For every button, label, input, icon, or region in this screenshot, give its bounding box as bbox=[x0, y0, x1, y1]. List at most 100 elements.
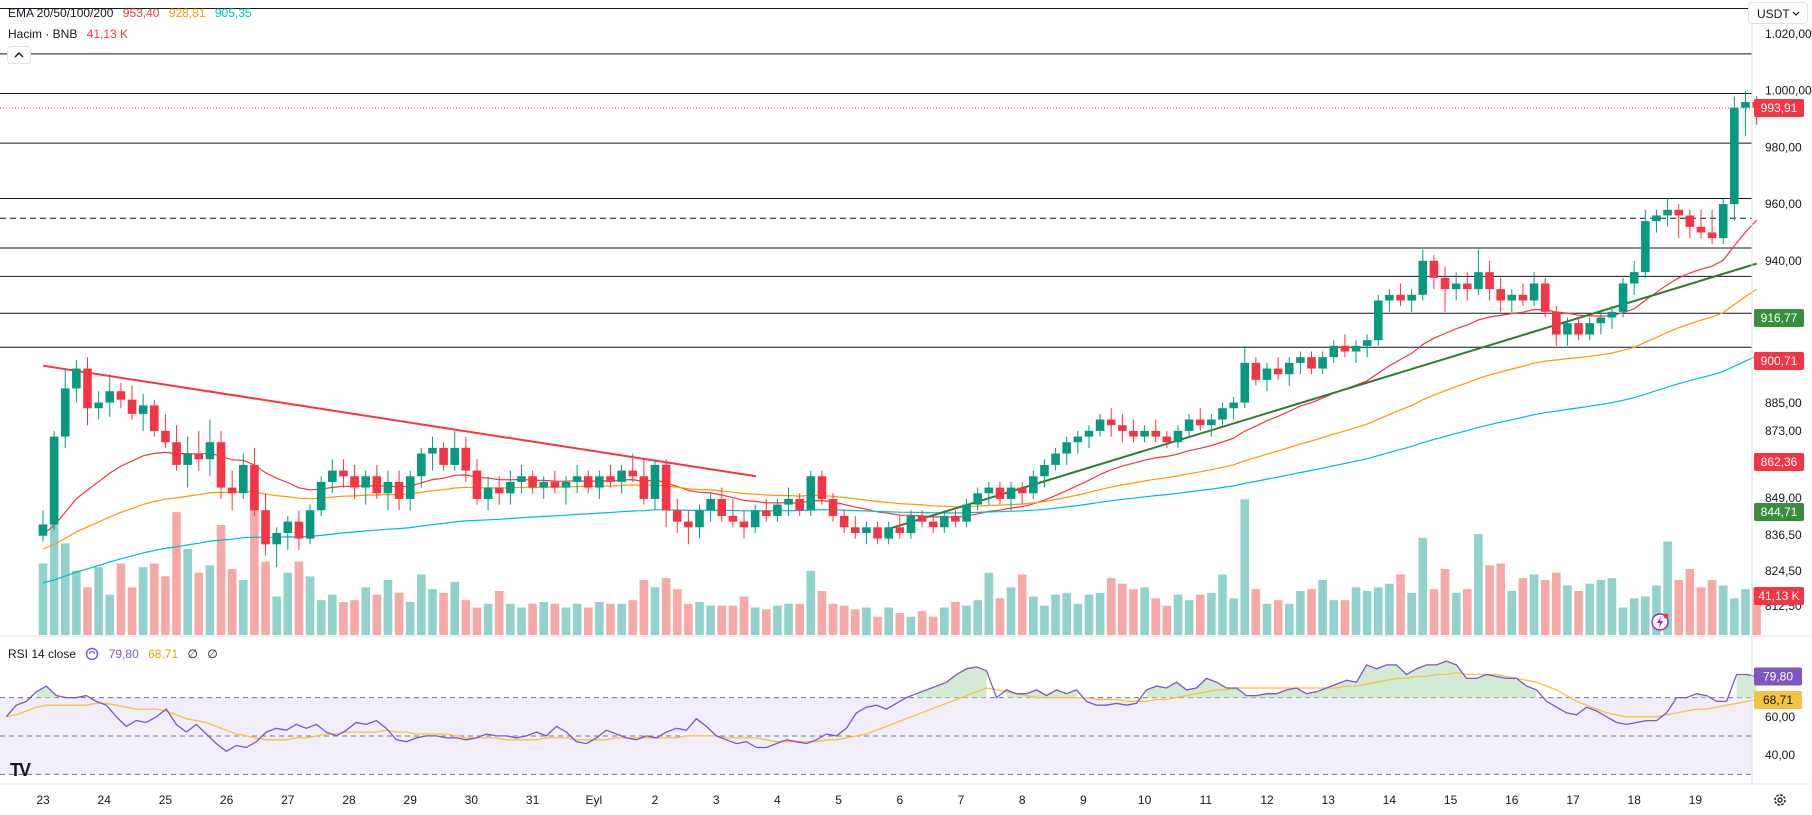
candle bbox=[695, 504, 704, 539]
volume-bar bbox=[161, 576, 170, 635]
volume-bar bbox=[194, 572, 204, 635]
volume-bar bbox=[1051, 594, 1060, 635]
rsi-value-badge: 68,71 bbox=[1754, 691, 1802, 710]
volume-bar bbox=[1318, 580, 1327, 635]
volume-bar bbox=[316, 600, 326, 635]
svg-text:41,13 K: 41,13 K bbox=[1758, 589, 1799, 603]
candle bbox=[116, 382, 126, 409]
candle bbox=[984, 481, 994, 505]
candle bbox=[595, 470, 604, 499]
volume-bar bbox=[305, 576, 315, 635]
candle bbox=[1396, 283, 1405, 307]
volume-bar bbox=[494, 591, 504, 635]
volume-bar bbox=[1073, 603, 1083, 635]
candle bbox=[862, 521, 871, 545]
rsi-tick-label: 40,00 bbox=[1765, 748, 1795, 762]
time-tick-label: 13 bbox=[1322, 793, 1336, 807]
candle bbox=[1095, 413, 1105, 437]
candle bbox=[1017, 481, 1027, 505]
candle bbox=[405, 470, 415, 511]
volume-bar bbox=[1229, 598, 1238, 635]
candle bbox=[1563, 317, 1572, 346]
volume-bar bbox=[238, 580, 248, 635]
chevron-up-icon bbox=[14, 52, 24, 58]
gear-icon[interactable] bbox=[1772, 792, 1788, 808]
time-tick-label: 9 bbox=[1080, 793, 1087, 807]
volume-bar bbox=[1262, 603, 1272, 635]
volume-bar bbox=[1507, 591, 1517, 635]
time-tick-label: 16 bbox=[1505, 793, 1519, 807]
volume-bar bbox=[328, 594, 337, 635]
volume-bar bbox=[539, 602, 549, 635]
candle bbox=[250, 447, 259, 516]
lightning-icon[interactable] bbox=[1650, 612, 1670, 632]
volume-bar bbox=[439, 592, 448, 635]
rsi-ma-value: 68,71 bbox=[148, 647, 179, 661]
volume-bar bbox=[138, 567, 148, 635]
candle bbox=[1485, 260, 1494, 301]
time-tick-label: 19 bbox=[1689, 793, 1703, 807]
volume-bar bbox=[1641, 596, 1650, 635]
volume-bar bbox=[127, 587, 137, 635]
candle bbox=[1540, 277, 1550, 318]
time-tick-label: 30 bbox=[465, 793, 479, 807]
volume-bar bbox=[1663, 541, 1672, 635]
candle bbox=[461, 436, 471, 482]
candle bbox=[1663, 198, 1672, 227]
rsi-empty-2: ∅ bbox=[207, 647, 218, 661]
candle bbox=[183, 436, 192, 488]
volume-bar bbox=[1529, 574, 1539, 635]
volume-bar bbox=[628, 600, 638, 635]
candle bbox=[1407, 289, 1416, 312]
volume-bar bbox=[928, 616, 938, 635]
candle bbox=[561, 476, 571, 505]
time-tick-label: 28 bbox=[342, 793, 356, 807]
sync-icon[interactable] bbox=[85, 647, 99, 661]
candle bbox=[339, 459, 348, 488]
volume-bar bbox=[1084, 594, 1094, 635]
tradingview-logo[interactable]: TV bbox=[10, 760, 31, 780]
candle bbox=[1596, 311, 1606, 335]
time-tick-label: 14 bbox=[1383, 793, 1397, 807]
candlesticks bbox=[38, 90, 1761, 567]
volume-bar bbox=[383, 580, 393, 635]
volume-bar bbox=[1340, 600, 1350, 635]
collapse-legend-button[interactable] bbox=[7, 46, 31, 64]
candle bbox=[1685, 209, 1695, 239]
rsi-empty-1: ∅ bbox=[187, 647, 198, 661]
price-tick-label: 1.020,00 bbox=[1765, 27, 1812, 41]
volume-bar bbox=[672, 589, 682, 635]
ema100-value: 905,35 bbox=[214, 6, 252, 20]
candle bbox=[205, 419, 215, 477]
volume-bar bbox=[695, 602, 704, 635]
volume-bar bbox=[283, 572, 293, 635]
volume-bar bbox=[450, 581, 460, 635]
currency-selector[interactable]: USDT bbox=[1748, 2, 1808, 24]
candle bbox=[294, 510, 304, 550]
volume-bar bbox=[105, 594, 115, 635]
volume-bar bbox=[1351, 587, 1361, 635]
candle bbox=[1051, 447, 1060, 471]
volume-bar bbox=[72, 570, 81, 635]
volume-bar bbox=[884, 607, 893, 635]
rsi-overbought-fill bbox=[916, 666, 987, 698]
candle bbox=[1451, 272, 1461, 301]
ema50-value: 928,81 bbox=[168, 6, 206, 20]
volume-bar bbox=[1629, 598, 1639, 635]
downtrend-trendline[interactable] bbox=[42, 364, 757, 478]
price-tick-label: 960,00 bbox=[1765, 197, 1802, 211]
candle bbox=[1118, 413, 1127, 443]
time-tick-label: 31 bbox=[526, 793, 540, 807]
time-tick-label: 10 bbox=[1138, 793, 1152, 807]
volume-bar bbox=[1385, 583, 1394, 635]
volume-bar bbox=[1596, 580, 1606, 635]
candle bbox=[383, 470, 393, 511]
volume-bar bbox=[661, 578, 671, 635]
volume-bar bbox=[361, 587, 370, 635]
time-tick-label: 24 bbox=[98, 793, 112, 807]
volume-bar bbox=[561, 607, 571, 635]
candle bbox=[1240, 345, 1250, 409]
price-badge: 993,91 bbox=[1754, 98, 1804, 117]
candle bbox=[1084, 425, 1094, 448]
